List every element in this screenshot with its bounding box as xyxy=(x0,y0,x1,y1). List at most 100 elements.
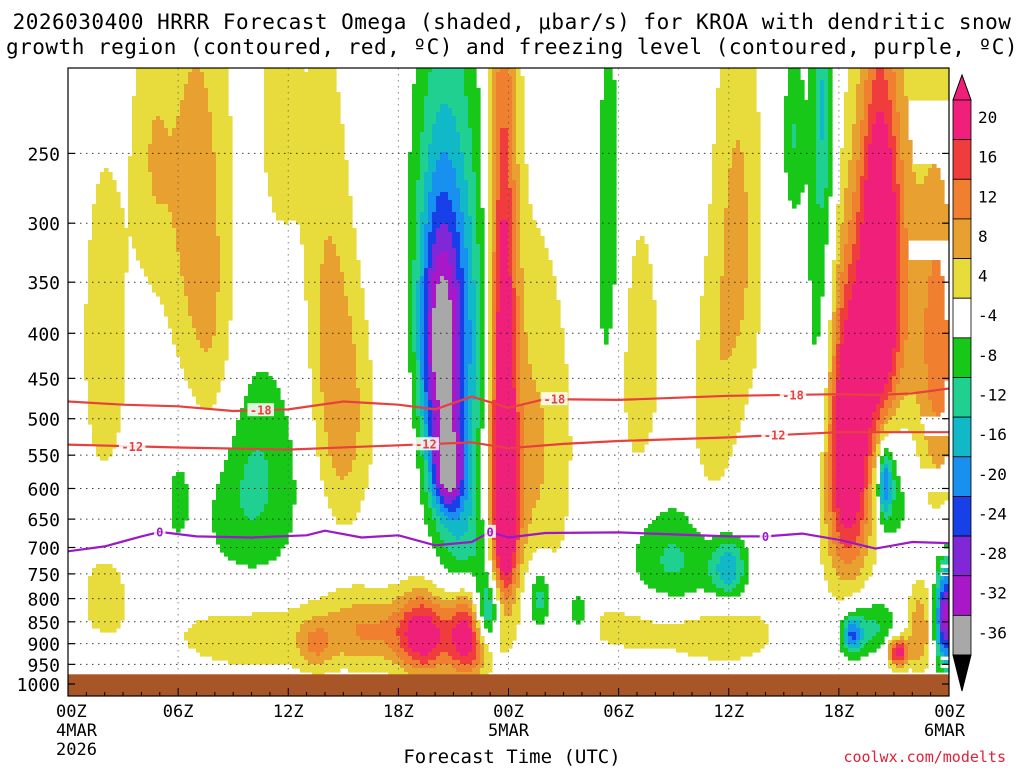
omega-cell xyxy=(928,440,949,445)
omega-cell xyxy=(432,396,437,401)
omega-cell xyxy=(532,516,565,521)
omega-cell xyxy=(420,352,425,357)
omega-cell xyxy=(676,648,761,653)
omega-cell xyxy=(492,300,497,305)
omega-cell xyxy=(608,640,769,645)
omega-cell xyxy=(464,532,477,537)
omega-cell xyxy=(264,96,341,101)
omega-cell xyxy=(512,336,517,341)
omega-cell xyxy=(832,592,853,597)
omega-cell xyxy=(472,628,477,633)
omega-cell xyxy=(436,204,453,209)
omega-cell xyxy=(744,152,761,157)
omega-cell xyxy=(836,220,845,225)
omega-cell xyxy=(496,524,517,529)
omega-cell xyxy=(820,492,825,497)
omega-cell xyxy=(924,308,945,313)
omega-cell xyxy=(420,340,425,345)
omega-cell xyxy=(500,260,509,265)
omega-cell xyxy=(448,156,465,161)
omega-cell xyxy=(828,456,833,461)
omega-cell xyxy=(452,336,457,341)
omega-cell xyxy=(600,224,617,229)
omega-cell xyxy=(852,208,861,213)
omega-cell xyxy=(864,192,897,197)
omega-cell xyxy=(236,432,289,437)
omega-cell xyxy=(172,132,213,137)
omega-cell xyxy=(84,340,125,345)
omega-cell xyxy=(456,476,461,481)
omega-cell xyxy=(892,636,901,641)
omega-cell xyxy=(500,632,517,637)
omega-cell xyxy=(484,620,493,625)
omega-cell xyxy=(936,632,941,637)
omega-cell xyxy=(440,488,449,493)
omega-cell xyxy=(424,424,429,429)
omega-cell xyxy=(840,152,853,157)
omega-cell xyxy=(724,220,749,225)
omega-cell xyxy=(308,648,325,653)
omega-cell xyxy=(820,516,825,521)
omega-cell xyxy=(412,332,417,337)
omega-cell xyxy=(520,188,529,193)
omega-cell xyxy=(604,76,613,81)
omega-cell xyxy=(848,276,857,281)
omega-cell xyxy=(500,144,509,149)
omega-cell xyxy=(900,120,909,125)
omega-cell xyxy=(740,548,749,553)
omega-cell xyxy=(820,532,829,537)
omega-cell xyxy=(452,268,457,273)
omega-cell xyxy=(136,92,185,97)
omega-cell xyxy=(788,180,817,185)
omega-cell xyxy=(516,252,521,257)
omega-cell xyxy=(400,608,413,613)
omega-cell xyxy=(532,376,569,381)
omega-cell xyxy=(720,80,757,85)
omega-cell xyxy=(896,352,905,357)
omega-cell xyxy=(496,168,501,173)
omega-cell xyxy=(400,656,413,661)
omega-cell xyxy=(308,632,329,637)
omega-cell xyxy=(868,168,893,173)
omega-cell xyxy=(628,300,657,305)
omega-cell xyxy=(412,316,417,321)
omega-cell xyxy=(432,512,437,517)
omega-cell xyxy=(152,180,217,185)
omega-cell xyxy=(460,288,465,293)
omega-cell xyxy=(212,116,233,121)
omega-cell xyxy=(352,332,369,337)
omega-cell xyxy=(836,368,841,373)
omega-cell xyxy=(468,372,477,377)
omega-cell xyxy=(308,644,329,649)
omega-cell xyxy=(836,324,841,329)
omega-cell xyxy=(432,124,457,129)
omega-cell xyxy=(788,84,805,89)
omega-cell xyxy=(868,516,873,521)
omega-cell xyxy=(436,232,453,237)
omega-cell xyxy=(460,132,473,137)
omega-cell xyxy=(740,320,761,325)
omega-cell xyxy=(456,272,465,277)
omega-cell xyxy=(852,132,861,137)
omega-cell xyxy=(472,412,481,417)
omega-cell xyxy=(316,652,321,657)
omega-cell xyxy=(856,120,861,125)
omega-cell xyxy=(472,136,481,141)
omega-cell xyxy=(820,524,829,529)
omega-cell xyxy=(940,576,945,581)
omega-cell xyxy=(164,304,189,309)
omega-cell xyxy=(836,440,869,445)
omega-cell xyxy=(836,372,841,377)
omega-cell xyxy=(900,128,909,133)
omega-cell xyxy=(708,252,725,257)
omega-cell xyxy=(872,140,889,145)
omega-cell xyxy=(904,192,945,197)
omega-cell xyxy=(860,628,865,633)
omega-cell xyxy=(704,260,725,265)
omega-cell xyxy=(456,276,465,281)
omega-cell xyxy=(516,460,521,465)
omega-cell xyxy=(896,332,901,337)
omega-cell xyxy=(440,508,449,513)
omega-cell xyxy=(88,260,129,265)
omega-cell xyxy=(408,308,413,313)
